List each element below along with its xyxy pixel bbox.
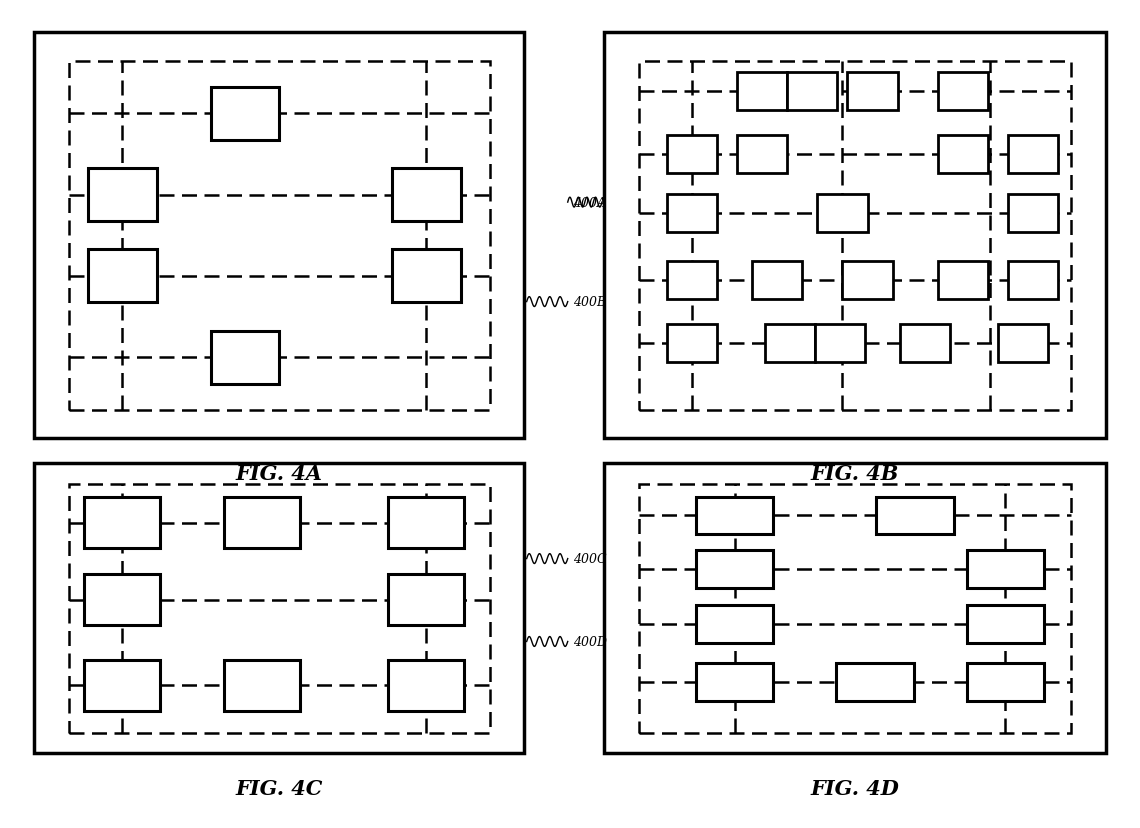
Bar <box>389 660 464 710</box>
Bar <box>938 262 988 300</box>
Bar <box>738 136 788 174</box>
Text: 400B: 400B <box>573 296 606 309</box>
Text: FIG. 4A: FIG. 4A <box>236 464 323 484</box>
Bar <box>211 88 279 141</box>
Bar <box>938 73 988 111</box>
Bar <box>817 195 868 233</box>
Bar <box>84 660 161 710</box>
Bar <box>815 325 865 363</box>
Bar <box>667 325 717 363</box>
Bar <box>225 660 300 710</box>
Bar <box>901 325 951 363</box>
Text: 400C: 400C <box>573 552 606 566</box>
Bar <box>389 498 464 548</box>
Bar <box>847 73 897 111</box>
Bar <box>1008 195 1058 233</box>
Bar <box>68 484 490 734</box>
Bar <box>211 331 279 384</box>
Bar <box>967 606 1044 643</box>
Bar <box>640 484 1070 734</box>
Bar <box>88 250 157 303</box>
Bar <box>225 498 300 548</box>
Bar <box>695 497 774 535</box>
Text: FIG. 4B: FIG. 4B <box>811 464 899 484</box>
Bar <box>765 325 815 363</box>
Bar <box>667 195 717 233</box>
Bar <box>842 262 893 300</box>
Bar <box>667 262 717 300</box>
Bar <box>695 606 774 643</box>
Bar <box>738 73 788 111</box>
Bar <box>967 551 1044 588</box>
Bar <box>1008 136 1058 174</box>
Bar <box>84 575 161 625</box>
Bar <box>967 664 1044 701</box>
Bar <box>877 497 954 535</box>
Bar <box>667 136 717 174</box>
Bar <box>392 169 461 222</box>
Bar <box>695 664 774 701</box>
Bar <box>88 169 157 222</box>
Bar <box>695 551 774 588</box>
Text: FIG. 4C: FIG. 4C <box>236 778 323 798</box>
Text: FIG. 4D: FIG. 4D <box>811 778 899 798</box>
Bar <box>938 136 988 174</box>
Bar <box>788 73 838 111</box>
Bar <box>84 498 161 548</box>
Bar <box>1008 262 1058 300</box>
Bar <box>837 664 914 701</box>
Bar <box>998 325 1048 363</box>
Bar <box>640 61 1070 411</box>
Bar <box>392 250 461 303</box>
Text: 400D: 400D <box>573 635 608 648</box>
Text: 400A: 400A <box>573 196 606 209</box>
Bar <box>68 61 490 411</box>
Bar <box>389 575 464 625</box>
Bar <box>752 262 803 300</box>
